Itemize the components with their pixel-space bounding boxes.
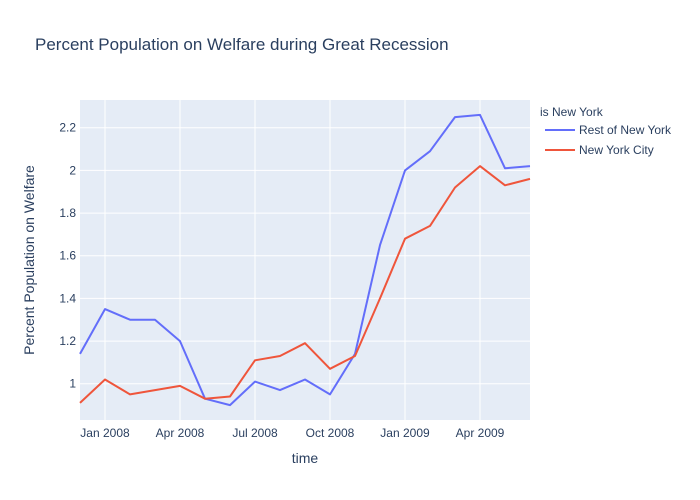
x-gridlines	[104, 100, 481, 420]
y-tick-label: 2	[69, 163, 76, 177]
plot-background	[80, 100, 530, 420]
y-tick-label: 1.2	[59, 334, 76, 348]
legend-item-new-york-city[interactable]: New York City	[545, 143, 654, 157]
y-tick-label: 1.4	[59, 291, 76, 305]
y-tick-label: 1.8	[59, 206, 76, 220]
x-tick-label: Jul 2008	[232, 426, 278, 440]
x-tick-label: Oct 2008	[306, 426, 355, 440]
y-tick-label: 1	[69, 377, 76, 391]
legend-title: is New York	[540, 105, 604, 119]
legend-label-rest-of-new-york: Rest of New York	[579, 123, 672, 137]
y-tick-labels: 1 1.2 1.4 1.6 1.8 2 2.2	[59, 121, 76, 391]
x-tick-labels: Jan 2008 Apr 2008 Jul 2008 Oct 2008 Jan 2009…	[80, 426, 504, 440]
series-lines	[79, 113, 531, 407]
x-tick-label: Jan 2009	[380, 426, 430, 440]
y-tick-label: 1.6	[59, 249, 76, 263]
x-tick-label: Jan 2008	[80, 426, 130, 440]
y-tick-label: 2.2	[59, 121, 76, 135]
x-tick-label: Apr 2008	[156, 426, 205, 440]
chart-title: Percent Population on Welfare during Gre…	[35, 35, 449, 54]
legend-item-rest-of-new-york[interactable]: Rest of New York	[545, 123, 672, 137]
x-tick-label: Apr 2009	[456, 426, 505, 440]
series-line-rest-of-new-york	[79, 113, 531, 407]
y-gridlines	[80, 127, 530, 385]
x-axis-title: time	[292, 450, 319, 466]
legend-label-new-york-city: New York City	[579, 143, 654, 157]
series-line-new-york-city	[79, 165, 531, 404]
legend: is New York Rest of New York New York Ci…	[540, 105, 672, 157]
y-axis-title: Percent Population on Welfare	[21, 165, 37, 355]
